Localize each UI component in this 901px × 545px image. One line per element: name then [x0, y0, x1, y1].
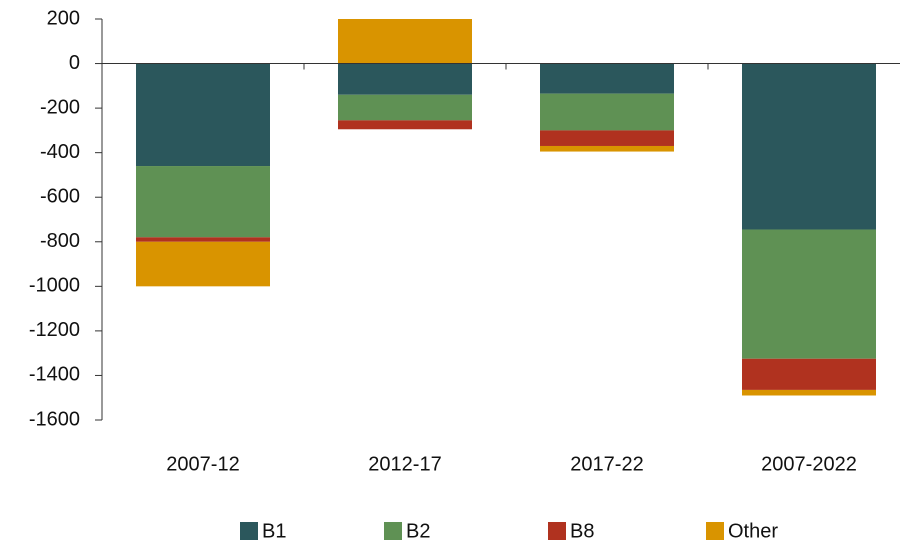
- legend-label: B2: [406, 520, 430, 542]
- bar-segment: [136, 237, 270, 242]
- bar-segment: [540, 145, 674, 152]
- y-tick-label: -1200: [29, 319, 80, 341]
- legend-label: B1: [262, 520, 286, 542]
- x-tick-label: 2012-17: [368, 453, 441, 475]
- legend-swatch: [240, 522, 258, 540]
- bar-segment: [742, 389, 876, 396]
- legend-swatch: [548, 522, 566, 540]
- y-tick-label: -1400: [29, 364, 80, 386]
- y-tick-label: -400: [40, 141, 80, 163]
- bar-segment: [136, 63, 270, 167]
- legend-swatch: [384, 522, 402, 540]
- bar-segment: [742, 63, 876, 230]
- x-tick-label: 2017-22: [570, 453, 643, 475]
- bar-segment: [742, 358, 876, 390]
- legend-swatch: [706, 522, 724, 540]
- bar-segment: [540, 130, 674, 146]
- y-tick-label: 0: [69, 52, 80, 74]
- y-tick-label: -600: [40, 186, 80, 208]
- bar-segment: [540, 93, 674, 131]
- bar-segment: [136, 166, 270, 238]
- y-tick-label: -1600: [29, 408, 80, 430]
- bar-segment: [338, 120, 472, 130]
- legend-label: Other: [728, 520, 778, 542]
- bar-segment: [742, 229, 876, 359]
- bar-segment: [540, 63, 674, 94]
- y-tick-label: -200: [40, 96, 80, 118]
- y-tick-label: -800: [40, 230, 80, 252]
- x-tick-label: 2007-2022: [761, 453, 857, 475]
- y-tick-label: 200: [47, 7, 80, 29]
- y-tick-label: -1000: [29, 275, 80, 297]
- bar-segment: [136, 241, 270, 287]
- x-tick-label: 2007-12: [166, 453, 239, 475]
- bar-segment: [338, 94, 472, 121]
- bar-segment: [338, 63, 472, 95]
- bar-segment: [338, 19, 472, 64]
- legend-label: B8: [570, 520, 594, 542]
